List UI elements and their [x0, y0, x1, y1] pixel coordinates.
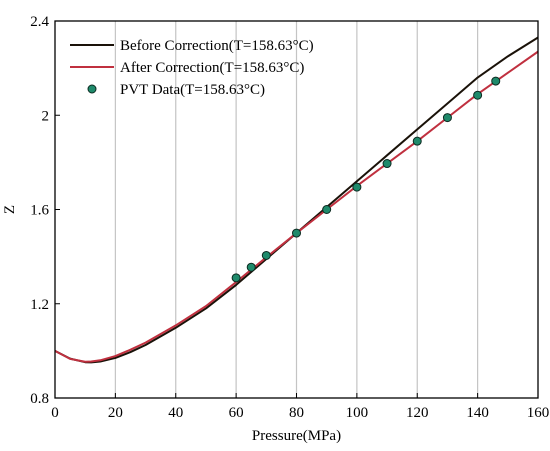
data-point: [412, 136, 422, 146]
grid-lines: [114, 21, 479, 398]
data-point: [473, 90, 483, 100]
x-tick-label: 140: [466, 405, 489, 421]
data-point: [231, 273, 241, 283]
x-axis-title: Pressure(MPa): [252, 428, 341, 444]
y-tick-label: 2: [42, 108, 50, 124]
series-layer: [54, 36, 539, 364]
series-line-0: [54, 36, 539, 364]
y-tick-label: 1.6: [30, 203, 49, 219]
legend-label: After Correction(T=158.63°C): [120, 60, 304, 76]
axis-ticks: 0 20 40 60 80 100 120 140 160 0.8 1.2 1.6 2 2.4: [30, 14, 549, 421]
data-point: [292, 228, 301, 238]
data-point: [261, 250, 271, 260]
x-tick-label: 120: [406, 405, 429, 421]
x-tick-label: 40: [168, 405, 183, 421]
x-tick-label: 80: [289, 405, 304, 421]
x-tick-label: 60: [229, 405, 244, 421]
data-point: [491, 76, 501, 86]
data-point: [246, 262, 256, 272]
legend: Before Correction(T=158.63°C) After Corre…: [70, 38, 314, 98]
x-tick-label: 160: [527, 405, 550, 421]
x-tick-label: 0: [51, 405, 59, 421]
data-point: [442, 113, 452, 123]
x-tick-label: 100: [346, 405, 369, 421]
data-point: [382, 159, 392, 169]
x-tick-label: 20: [108, 405, 123, 421]
y-tick-label: 0.8: [30, 391, 49, 407]
data-point: [322, 205, 332, 214]
data-point: [352, 182, 362, 192]
y-tick-label: 2.4: [30, 14, 49, 30]
y-axis-title: Z: [2, 205, 18, 214]
y-tick-label: 1.2: [30, 297, 49, 313]
legend-swatch-marker: [87, 84, 97, 94]
legend-label: PVT Data(T=158.63°C): [120, 82, 265, 98]
legend-label: Before Correction(T=158.63°C): [120, 38, 314, 54]
